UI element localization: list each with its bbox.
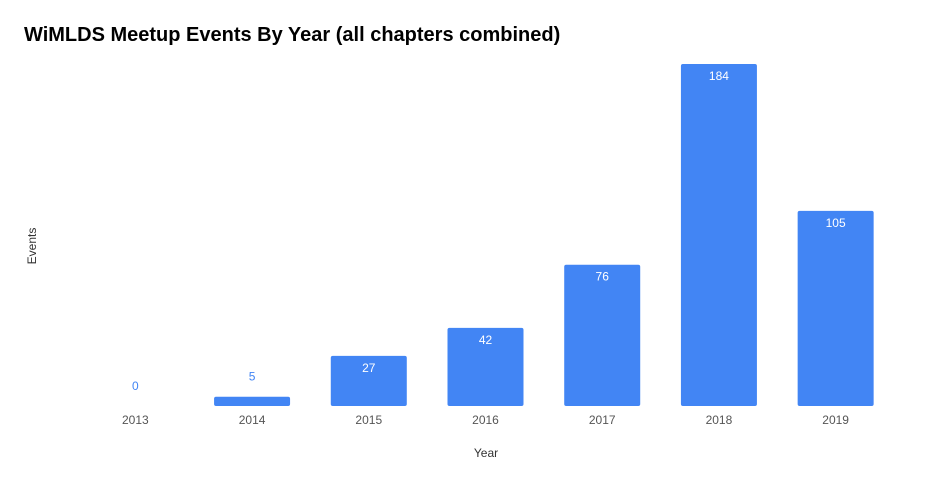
- value-label-2014: 5: [249, 370, 256, 384]
- bar-2019: [797, 210, 874, 406]
- x-tick-2018: 2018: [706, 413, 733, 427]
- bar-2015: [330, 355, 407, 406]
- x-tick-2019: 2019: [822, 413, 849, 427]
- x-tick-2016: 2016: [472, 413, 499, 427]
- bars-group: [214, 64, 874, 406]
- value-label-2017: 76: [596, 270, 610, 284]
- value-label-2015: 27: [362, 361, 376, 375]
- x-tick-2013: 2013: [122, 413, 149, 427]
- bar-2017: [564, 264, 641, 406]
- x-tick-2014: 2014: [239, 413, 266, 427]
- value-label-2018: 184: [709, 69, 729, 83]
- x-tick-2017: 2017: [589, 413, 616, 427]
- bar-2016: [447, 327, 524, 406]
- value-labels-group: 0 5 27 42 76 184 105: [132, 69, 846, 393]
- bar-2018: [680, 64, 757, 406]
- y-axis-label: Events: [25, 228, 39, 265]
- value-label-2019: 105: [826, 216, 846, 230]
- chart-title: WiMLDS Meetup Events By Year (all chapte…: [24, 24, 561, 46]
- x-axis-label: Year: [474, 446, 498, 460]
- x-axis-ticks: 2013 2014 2015 2016 2017 2018 2019: [122, 413, 849, 427]
- x-tick-2015: 2015: [355, 413, 382, 427]
- bar-2014: [214, 396, 291, 406]
- value-label-2013: 0: [132, 379, 139, 393]
- value-label-2016: 42: [479, 333, 493, 347]
